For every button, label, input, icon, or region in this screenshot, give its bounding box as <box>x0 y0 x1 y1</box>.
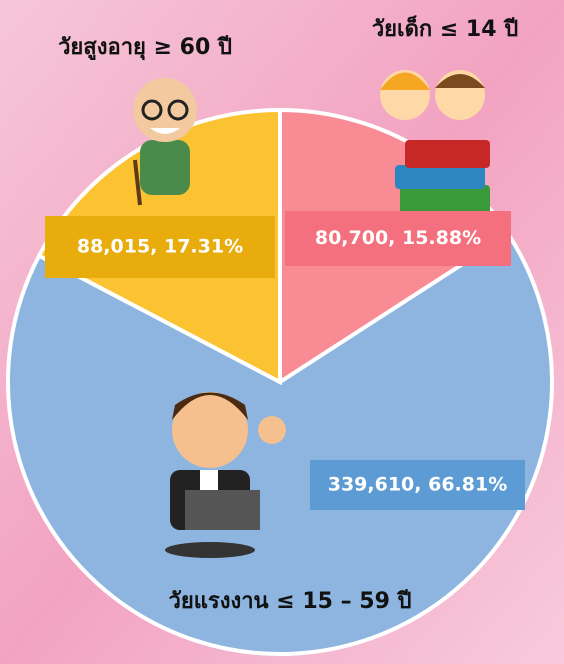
category-label: วัยแรงงาน ≤ 15 – 59 ปี <box>168 589 411 614</box>
value-label: 88,015, 17.31% <box>77 236 243 258</box>
chart: 80,700, 15.88% วัยเด็ก ≤ 14 ปี 339,610, 66… <box>0 0 564 664</box>
category-label: วัยสูงอายุ ≥ 60 ปี <box>58 35 232 61</box>
value-label: 80,700, 15.88% <box>315 227 481 249</box>
category-label: วัยเด็ก ≤ 14 ปี <box>372 14 518 42</box>
value-label: 339,610, 66.81% <box>328 474 508 496</box>
